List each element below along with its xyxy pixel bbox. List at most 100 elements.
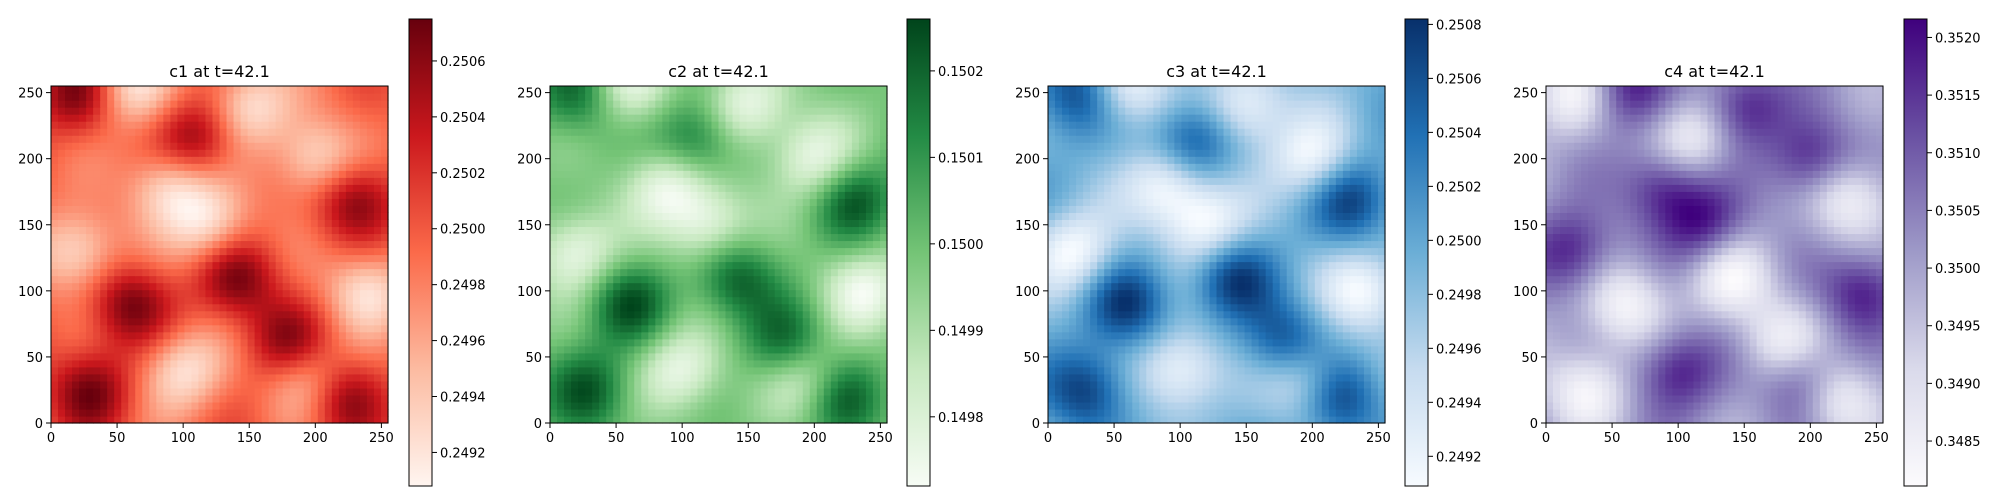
heatmap-cell xyxy=(690,114,699,122)
heatmap-cell xyxy=(58,198,66,206)
heatmap-cell xyxy=(809,268,818,277)
heatmap-cell xyxy=(177,254,185,263)
heatmap-cell xyxy=(359,163,368,171)
heatmap-cell xyxy=(627,177,635,185)
heatmap-cell xyxy=(366,338,375,347)
heatmap-cell xyxy=(823,345,832,354)
heatmap-cell xyxy=(767,191,776,199)
heatmap-cell xyxy=(324,331,333,340)
heatmap-cell xyxy=(51,373,59,382)
heatmap-cell xyxy=(627,191,635,199)
heatmap-cell xyxy=(226,142,235,150)
heatmap-cell xyxy=(373,177,382,185)
heatmap-cell xyxy=(317,198,326,206)
heatmap-cell xyxy=(205,394,214,403)
heatmap-cell xyxy=(359,352,368,361)
heatmap-cell xyxy=(865,282,874,291)
heatmap-cell xyxy=(128,275,136,284)
heatmap-cell xyxy=(571,289,579,298)
heatmap-cell xyxy=(641,401,649,410)
heatmap-cell xyxy=(704,275,713,284)
heatmap-cell xyxy=(1321,408,1330,417)
heatmap-cell xyxy=(711,240,720,249)
heatmap-cell xyxy=(58,219,66,228)
heatmap-cell xyxy=(585,254,593,263)
heatmap-cell xyxy=(65,387,73,396)
heatmap-cell xyxy=(198,149,207,157)
heatmap-cell xyxy=(550,261,558,270)
heatmap-cell xyxy=(1272,394,1281,403)
heatmap-cell xyxy=(599,142,607,150)
heatmap-cell xyxy=(1181,415,1190,424)
heatmap-cell xyxy=(65,394,73,403)
heatmap-cell xyxy=(247,303,256,312)
heatmap-cell xyxy=(676,142,684,150)
heatmap-cell xyxy=(676,107,684,115)
heatmap-cell xyxy=(366,93,375,101)
heatmap-cell xyxy=(1160,387,1168,396)
heatmap-cell xyxy=(373,359,382,368)
heatmap-cell xyxy=(93,93,101,101)
heatmap-cell xyxy=(865,247,874,256)
y-tick-label: 0 xyxy=(35,417,43,432)
heatmap-cell xyxy=(802,366,811,375)
heatmap-cell xyxy=(767,100,776,108)
heatmap-cell xyxy=(135,184,143,192)
heatmap-cell xyxy=(107,191,115,199)
heatmap-cell xyxy=(289,128,298,136)
heatmap-cell xyxy=(254,156,263,164)
heatmap-cell xyxy=(226,408,235,417)
heatmap-cell xyxy=(373,114,382,122)
heatmap-cell xyxy=(781,184,790,192)
heatmap-cell xyxy=(816,100,825,108)
heatmap-cell xyxy=(72,331,80,340)
heatmap-cell xyxy=(135,226,143,235)
heatmap-cell xyxy=(100,149,108,157)
heatmap-cell xyxy=(725,296,734,305)
heatmap-cell xyxy=(823,268,832,277)
heatmap-cell xyxy=(844,142,853,150)
heatmap-cell xyxy=(739,114,748,122)
heatmap-cell xyxy=(788,401,797,410)
heatmap-cell xyxy=(550,415,558,424)
heatmap-cell xyxy=(149,233,157,242)
heatmap-cell xyxy=(121,310,129,319)
heatmap-cell xyxy=(704,163,713,171)
heatmap-cell xyxy=(156,128,164,136)
heatmap-cell xyxy=(718,331,727,340)
heatmap-cell xyxy=(338,156,347,164)
heatmap-cell xyxy=(802,303,811,312)
heatmap-cell xyxy=(781,415,790,424)
heatmap-cell xyxy=(163,310,171,319)
heatmap-cell xyxy=(837,268,846,277)
heatmap-cell xyxy=(282,380,291,389)
heatmap-cell xyxy=(142,93,150,101)
heatmap-cell xyxy=(1342,415,1351,424)
heatmap-cell xyxy=(788,107,797,115)
heatmap-cell xyxy=(634,135,642,143)
heatmap-cell xyxy=(338,275,347,284)
heatmap-cell xyxy=(627,149,635,157)
heatmap-cell xyxy=(788,135,797,143)
heatmap-cell xyxy=(380,254,389,263)
heatmap-cell xyxy=(676,324,684,333)
heatmap-cell xyxy=(851,156,860,164)
heatmap-cell xyxy=(662,156,670,164)
heatmap-cell xyxy=(767,324,776,333)
heatmap-cell xyxy=(753,331,762,340)
heatmap-cell xyxy=(662,254,670,263)
heatmap-cell xyxy=(261,387,270,396)
heatmap-cell xyxy=(65,170,73,178)
heatmap-cell xyxy=(156,345,164,354)
heatmap-cell xyxy=(725,163,734,171)
heatmap-cell xyxy=(156,310,164,319)
heatmap-cell xyxy=(289,352,298,361)
heatmap-cell xyxy=(858,191,867,199)
heatmap-cell xyxy=(781,107,790,115)
heatmap-cell xyxy=(184,296,193,305)
heatmap-cell xyxy=(247,191,256,199)
heatmap-cell xyxy=(163,226,171,235)
heatmap-cell xyxy=(837,219,846,228)
heatmap-cell xyxy=(198,170,207,178)
heatmap-cell xyxy=(93,191,101,199)
